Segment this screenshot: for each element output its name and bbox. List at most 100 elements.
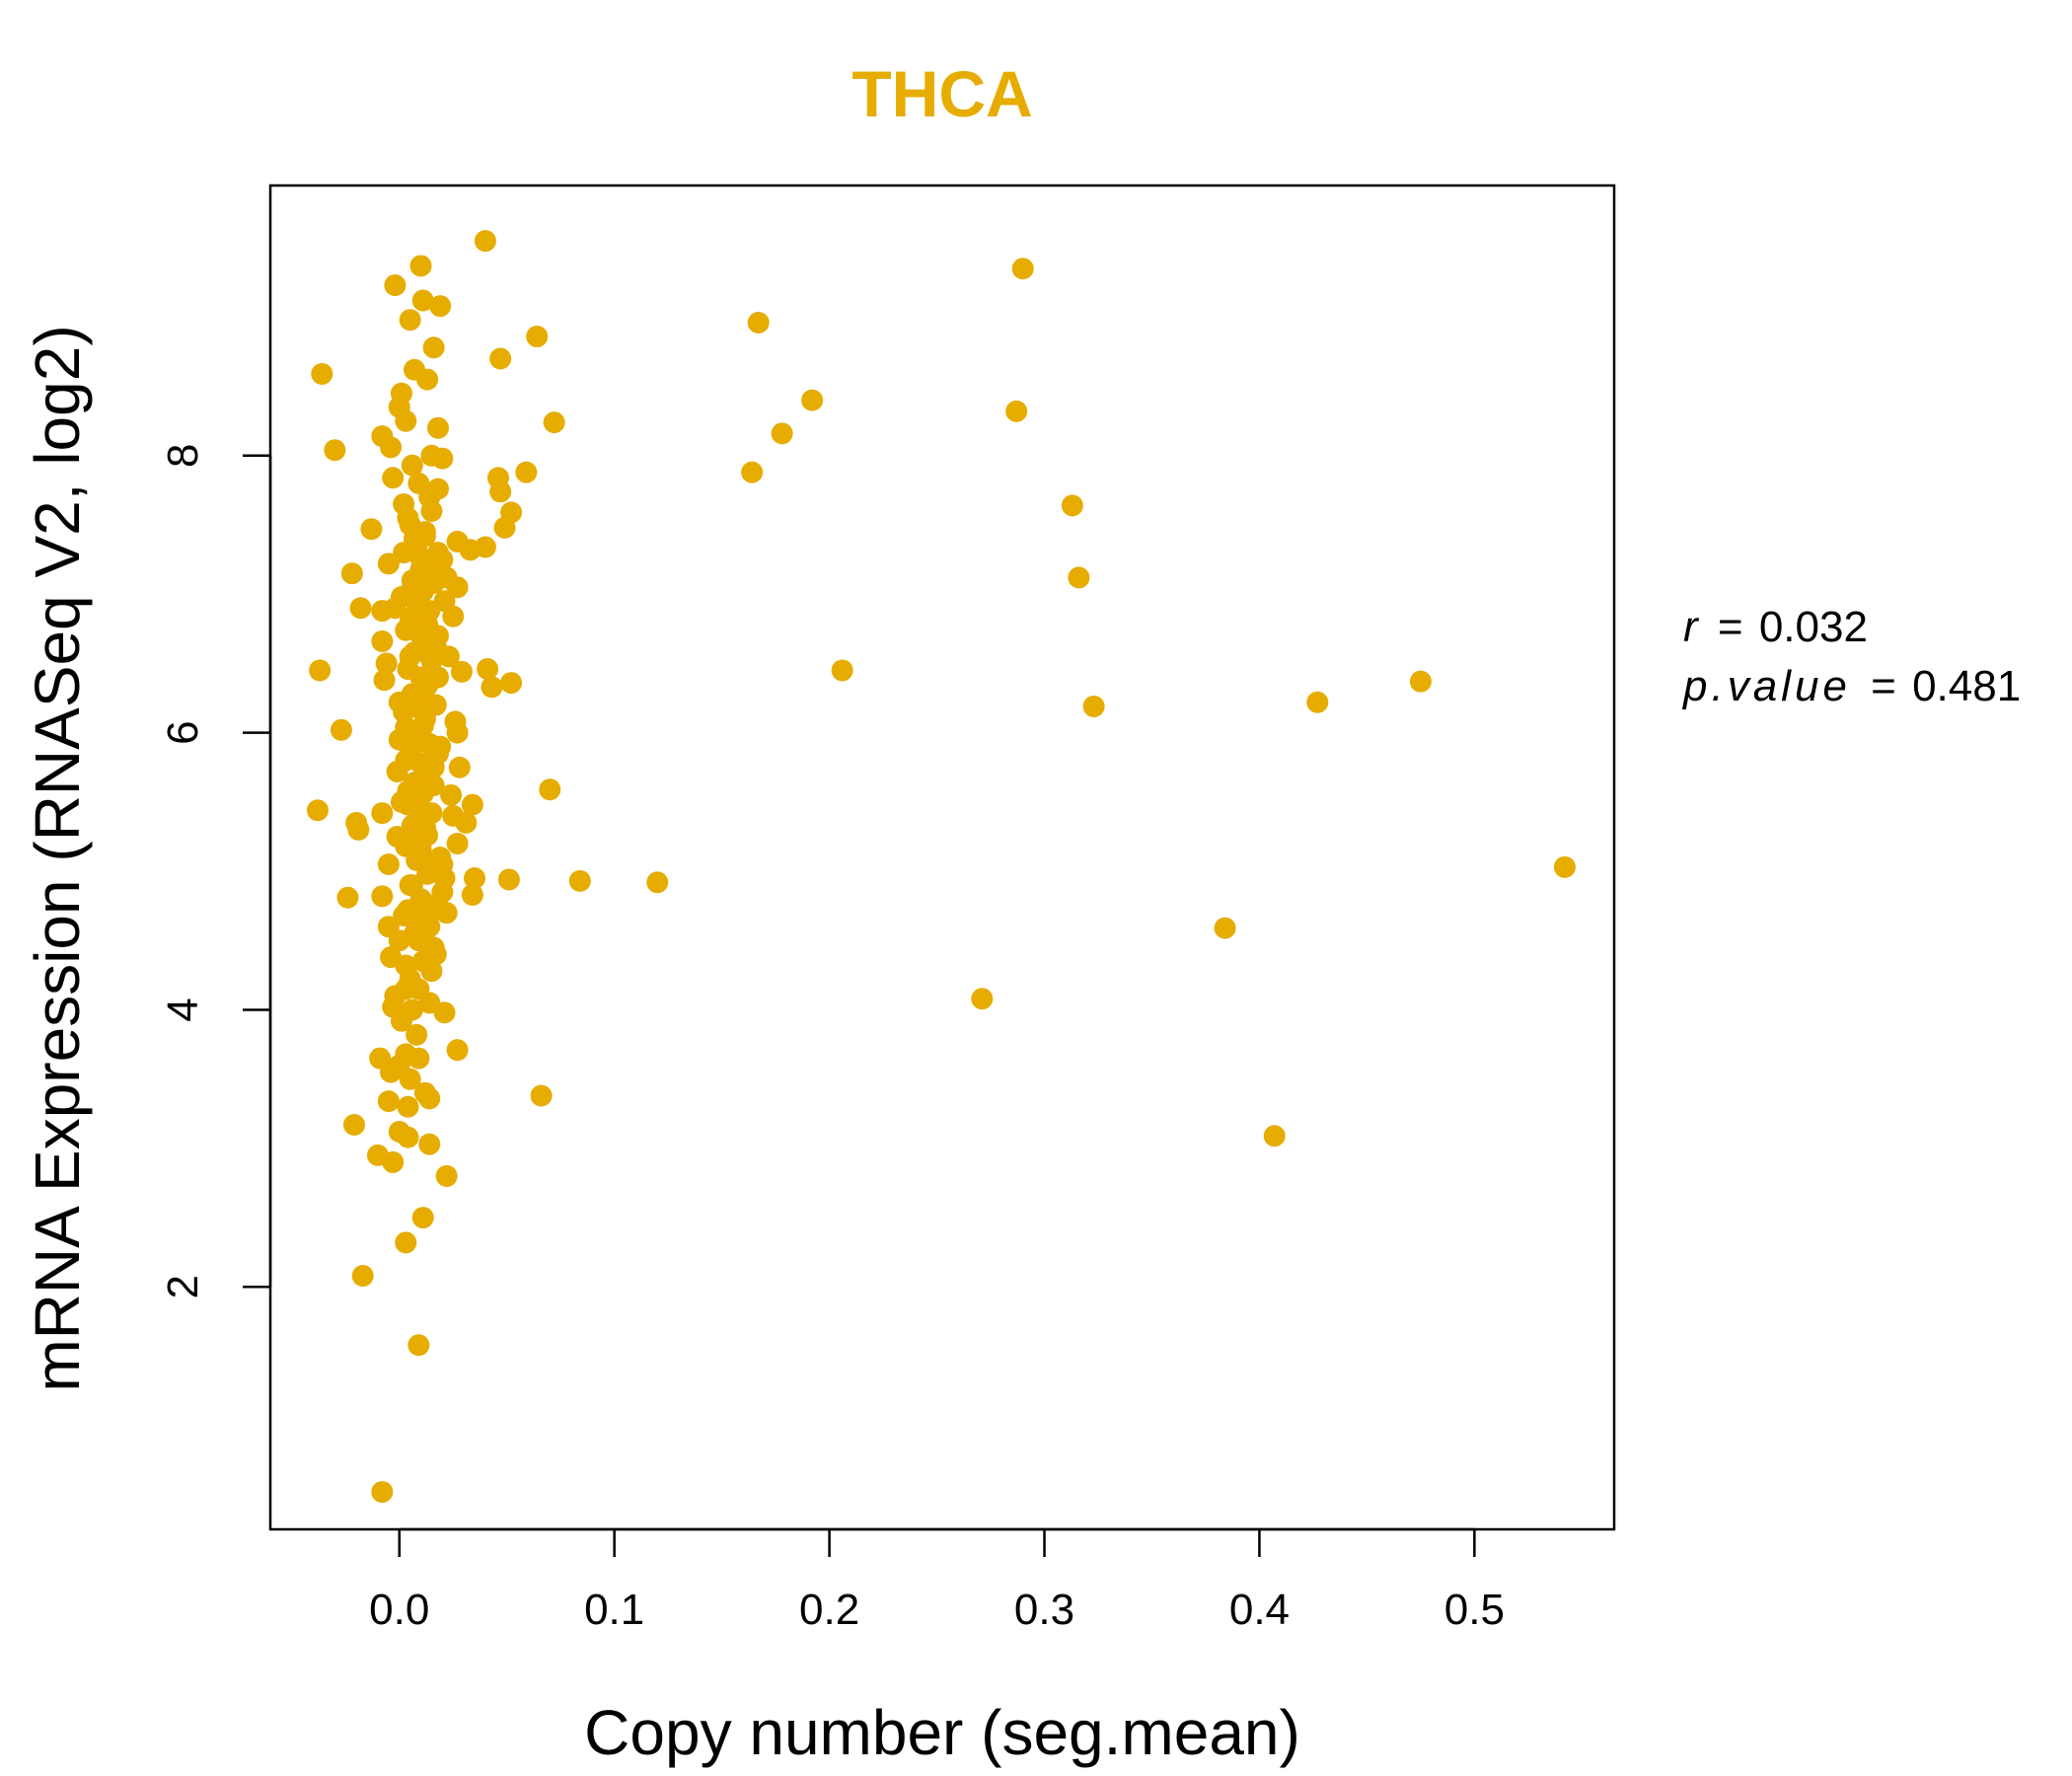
x-tick-label: 0.5 (1444, 1586, 1505, 1634)
data-point (747, 312, 770, 334)
data-point (1061, 494, 1083, 517)
data-point (406, 1023, 428, 1046)
data-point (418, 1087, 441, 1110)
data-point (424, 943, 447, 966)
data-point (371, 885, 394, 908)
data-point (461, 883, 483, 906)
data-point (416, 368, 439, 391)
data-point (342, 1113, 365, 1136)
data-point (497, 868, 520, 891)
data-point (399, 874, 421, 897)
data-point (526, 326, 549, 348)
data-point (429, 735, 452, 758)
data-point (377, 1090, 400, 1113)
data-point (474, 230, 496, 253)
x-tick-label: 0.1 (584, 1586, 644, 1634)
correlation-r: r = 0.032 (1683, 603, 1868, 651)
data-point (500, 672, 523, 695)
data-point (349, 597, 372, 620)
data-point (429, 295, 452, 318)
data-point (771, 422, 793, 445)
data-point (373, 669, 396, 692)
data-point (530, 1084, 553, 1107)
r-label: r (1683, 603, 1700, 651)
data-point (455, 811, 478, 834)
data-point (464, 867, 486, 890)
data-point (450, 660, 473, 683)
p-value: 0.481 (1912, 662, 2021, 710)
plot-frame (268, 184, 1616, 1531)
data-point (386, 825, 408, 848)
data-point (371, 802, 394, 825)
data-point (493, 516, 516, 539)
data-point (489, 347, 512, 370)
data-point (371, 629, 394, 652)
y-tick-label: 4 (159, 998, 207, 1021)
x-axis: 0.0 0.1 0.2 0.3 0.4 0.5 (369, 1527, 1505, 1634)
data-point (382, 467, 405, 489)
data-point (409, 255, 432, 277)
data-point (568, 869, 591, 892)
data-point (435, 902, 458, 925)
data-point (390, 790, 412, 813)
p-label: p.value (1681, 662, 1851, 710)
points-layer (306, 230, 1576, 1504)
data-point (401, 454, 423, 477)
data-point (382, 1150, 405, 1173)
data-point (422, 756, 445, 778)
data-point (411, 782, 434, 805)
x-tick-label: 0.4 (1229, 1586, 1290, 1634)
data-point (388, 691, 410, 713)
data-point (433, 867, 456, 890)
data-point (481, 676, 503, 699)
data-point (426, 542, 449, 564)
data-point (1409, 670, 1432, 693)
data-point (386, 760, 408, 782)
data-point (377, 553, 400, 575)
data-point (360, 518, 383, 541)
data-point (446, 721, 469, 744)
data-point (418, 1133, 441, 1155)
x-tick-label: 0.3 (1014, 1586, 1074, 1634)
data-point (330, 718, 352, 741)
data-point (831, 659, 853, 682)
data-point (351, 1265, 374, 1288)
data-point (420, 960, 443, 983)
data-point (646, 871, 669, 894)
x-tick-label: 0.0 (369, 1586, 429, 1634)
data-point (442, 605, 465, 628)
data-point (404, 528, 426, 551)
data-point (399, 1068, 421, 1090)
data-point (411, 289, 434, 312)
x-axis-title: Copy number (seg.mean) (584, 1697, 1300, 1768)
data-point (411, 1207, 434, 1229)
y-tick-label: 8 (159, 444, 207, 468)
data-point (446, 832, 469, 854)
data-point (309, 659, 332, 682)
data-point (1306, 691, 1329, 713)
data-point (1068, 566, 1090, 589)
data-point (336, 886, 359, 909)
data-point (384, 597, 407, 620)
r-value: 0.032 (1759, 603, 1868, 651)
data-point (407, 929, 430, 952)
data-point (395, 1231, 417, 1254)
x-tick-label: 0.2 (799, 1586, 859, 1634)
y-axis-title: mRNA Expression (RNASeq V2, log2) (22, 325, 93, 1391)
data-point (1082, 695, 1105, 717)
data-point (448, 756, 471, 778)
data-point (801, 389, 824, 411)
y-tick-label: 6 (159, 720, 207, 744)
data-point (477, 658, 499, 681)
data-point (380, 436, 403, 459)
data-point (474, 536, 496, 558)
data-point (395, 409, 417, 432)
data-point (1553, 855, 1576, 878)
data-point (543, 411, 565, 434)
data-point (395, 978, 417, 1000)
data-point (371, 1481, 394, 1504)
data-point (1005, 400, 1028, 422)
data-point (399, 309, 421, 332)
data-point (429, 847, 452, 868)
